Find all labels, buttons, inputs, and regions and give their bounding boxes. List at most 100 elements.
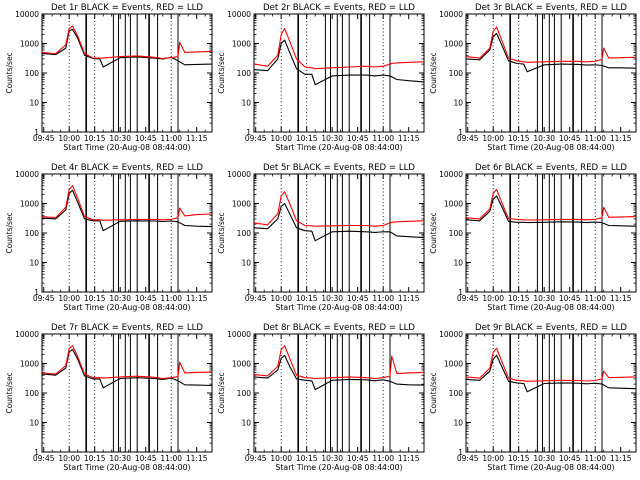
series-line-events	[41, 348, 213, 389]
x-tick-label: 10:30	[321, 294, 343, 303]
x-tick-label: 09:45	[33, 294, 55, 303]
series-line-lld	[465, 188, 637, 221]
x-tick-label: 10:30	[321, 454, 343, 463]
x-tick-label: 11:15	[398, 454, 420, 463]
plot-frame	[41, 333, 213, 453]
x-tick-label: 10:00	[482, 454, 504, 463]
plot-frame	[41, 13, 213, 133]
panel-title: Det 8r BLACK = Events, RED = LLD	[263, 323, 415, 333]
y-tick-label: 10000	[15, 170, 39, 179]
x-axis-title: Start Time (20-Aug-08 08:44:00)	[487, 463, 614, 472]
y-axis-title: Counts/sec	[429, 52, 438, 93]
y-tick-label: 10	[453, 259, 463, 268]
x-tick-label: 10:15	[508, 454, 530, 463]
y-tick-label: 10	[29, 419, 39, 428]
y-tick-label: 10000	[15, 10, 39, 19]
x-tick-label: 11:00	[160, 294, 182, 303]
x-tick-label: 10:15	[84, 134, 106, 143]
y-tick-label: 1000	[444, 40, 463, 49]
x-tick-label: 09:45	[245, 454, 267, 463]
y-tick-label: 100	[449, 389, 464, 398]
y-axis-title: Counts/sec	[429, 212, 438, 253]
x-tick-label: 10:30	[109, 294, 131, 303]
chart-panel-7: Det 7r BLACK = Events, RED = LLD 1 10 100 10…	[5, 323, 213, 472]
x-tick-label: 10:45	[135, 134, 157, 143]
x-tick-label: 10:30	[109, 134, 131, 143]
series-line-lld	[253, 345, 425, 380]
x-tick-label: 11:15	[186, 454, 208, 463]
x-tick-label: 11:00	[372, 454, 394, 463]
x-tick-label: 09:45	[33, 454, 55, 463]
series-line-lld	[253, 28, 425, 70]
x-tick-label: 10:45	[347, 134, 369, 143]
y-tick-label: 100	[237, 229, 252, 238]
panel-title: Det 5r BLACK = Events, RED = LLD	[263, 163, 415, 173]
y-tick-label: 1	[246, 288, 251, 297]
x-tick-label: 11:15	[398, 294, 420, 303]
series-line-events	[253, 202, 425, 242]
x-tick-label: 11:15	[610, 294, 632, 303]
y-tick-label: 10000	[439, 330, 463, 339]
y-tick-label: 1	[246, 128, 251, 137]
x-tick-label: 10:15	[508, 134, 530, 143]
x-tick-label: 10:30	[533, 294, 555, 303]
x-tick-label: 10:30	[321, 134, 343, 143]
x-tick-label: 09:45	[245, 134, 267, 143]
chart-panel-1: Det 1r BLACK = Events, RED = LLD 1 10 100 10…	[5, 3, 213, 152]
plot-frame	[253, 333, 425, 453]
x-tick-label: 10:45	[347, 294, 369, 303]
x-tick-label: 11:00	[584, 454, 606, 463]
y-tick-label: 100	[25, 69, 40, 78]
plot-frame	[465, 173, 637, 293]
x-tick-label: 11:15	[186, 294, 208, 303]
chart-panel-4: Det 4r BLACK = Events, RED = LLD 1 10 100 10…	[5, 163, 213, 312]
y-tick-label: 1000	[20, 40, 39, 49]
x-tick-label: 10:00	[270, 294, 292, 303]
series-line-lld	[41, 25, 213, 60]
x-tick-label: 10:30	[533, 454, 555, 463]
panel-title: Det 1r BLACK = Events, RED = LLD	[51, 3, 203, 13]
x-tick-label: 10:45	[135, 454, 157, 463]
x-tick-label: 11:00	[160, 454, 182, 463]
x-tick-label: 10:00	[270, 454, 292, 463]
y-axis-title: Counts/sec	[217, 52, 226, 93]
x-tick-label: 11:00	[160, 134, 182, 143]
x-tick-label: 10:15	[296, 294, 318, 303]
series-line-lld	[41, 345, 213, 380]
plot-frame	[465, 333, 637, 453]
y-tick-label: 10	[241, 259, 251, 268]
x-tick-label: 11:15	[610, 134, 632, 143]
x-tick-label: 11:00	[372, 294, 394, 303]
plot-frame	[41, 173, 213, 293]
chart-panel-3: Det 3r BLACK = Events, RED = LLD 1 10 100 10…	[429, 3, 637, 152]
y-axis-title: Counts/sec	[5, 372, 14, 413]
y-tick-label: 10000	[15, 330, 39, 339]
series-line-events	[253, 39, 425, 86]
x-tick-label: 09:45	[33, 134, 55, 143]
y-axis-title: Counts/sec	[217, 212, 226, 253]
x-tick-label: 10:00	[58, 134, 80, 143]
chart-panel-8: Det 8r BLACK = Events, RED = LLD 1 10 100 10…	[217, 323, 425, 472]
y-axis-title: Counts/sec	[217, 372, 226, 413]
y-tick-label: 10000	[227, 170, 251, 179]
x-tick-label: 10:30	[109, 454, 131, 463]
panel-title: Det 9r BLACK = Events, RED = LLD	[475, 323, 627, 333]
chart-panel-9: Det 9r BLACK = Events, RED = LLD 1 10 100 10…	[429, 323, 637, 472]
plot-frame	[253, 173, 425, 293]
x-tick-label: 10:15	[84, 294, 106, 303]
x-axis-title: Start Time (20-Aug-08 08:44:00)	[275, 463, 402, 472]
y-axis-title: Counts/sec	[5, 212, 14, 253]
panel-title: Det 3r BLACK = Events, RED = LLD	[475, 3, 627, 13]
y-tick-label: 1	[458, 448, 463, 457]
x-tick-label: 09:45	[457, 454, 479, 463]
x-tick-label: 10:45	[347, 454, 369, 463]
y-tick-label: 10	[29, 259, 39, 268]
y-tick-label: 1	[458, 288, 463, 297]
panel-title: Det 2r BLACK = Events, RED = LLD	[263, 3, 415, 13]
x-tick-label: 10:15	[508, 294, 530, 303]
y-tick-label: 100	[25, 229, 40, 238]
y-tick-label: 1000	[232, 40, 251, 49]
x-tick-label: 10:00	[58, 294, 80, 303]
y-tick-label: 1000	[20, 360, 39, 369]
series-line-events	[465, 195, 637, 227]
